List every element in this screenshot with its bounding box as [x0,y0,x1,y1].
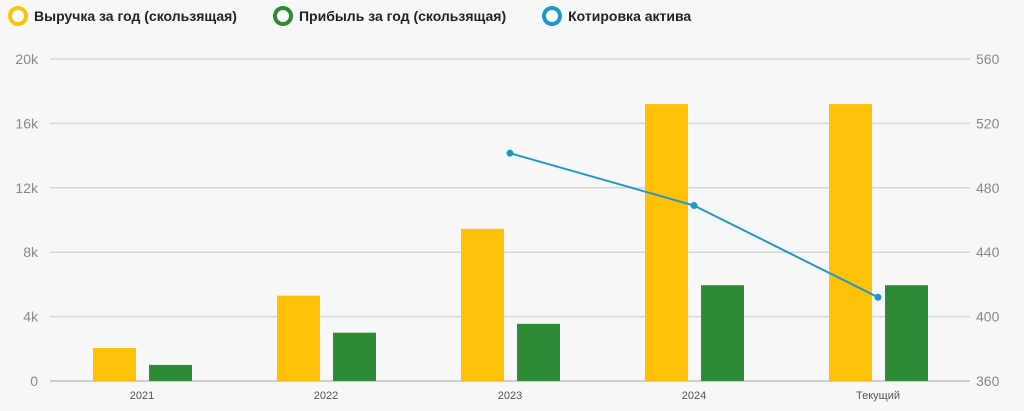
x-tick-label: 2021 [130,390,154,402]
left-tick-label: 16k [15,115,39,131]
x-tick-label: 2024 [682,390,706,402]
profit-bar [333,332,376,381]
legend-item-quote[interactable]: Котировка актива [542,6,691,26]
revenue-bar [645,104,688,381]
right-tick-label: 480 [976,180,1000,196]
revenue-bar [277,295,320,381]
left-tick-label: 20k [15,51,39,67]
left-tick-label: 4k [23,309,39,325]
left-tick-label: 8k [23,244,39,260]
profit-marker-icon [272,6,293,26]
legend-label: Выручка за год (скользящая) [34,8,237,24]
x-tick-label: Текущий [856,390,900,402]
profit-bar [517,323,560,381]
quote-point [690,202,698,210]
revenue-bar [829,104,872,381]
legend-item-revenue[interactable]: Выручка за год (скользящая) [8,6,237,26]
quote-marker-icon [542,6,563,26]
revenue-bar [461,228,504,381]
legend-label: Котировка актива [568,8,692,24]
right-tick-label: 560 [976,51,1000,67]
x-tick-label: 2022 [314,390,338,402]
legend-label: Прибыль за год (скользящая) [298,8,507,24]
right-tick-label: 400 [976,309,1000,325]
right-tick-label: 360 [976,373,1000,389]
x-tick-label: 2023 [498,390,522,402]
profit-bar [701,285,744,381]
revenue-marker-icon [8,6,28,26]
profit-bar [149,364,192,381]
legend-item-profit[interactable]: Прибыль за год (скользящая) [272,6,507,26]
legend: Выручка за год (скользящая) Прибыль за г… [8,6,727,26]
revenue-bar [93,347,136,381]
quote-line [509,152,879,299]
left-tick-label: 0 [30,373,38,389]
left-tick-label: 12k [15,180,39,196]
profit-bar [885,285,928,381]
right-tick-label: 520 [976,115,1000,131]
right-tick-label: 440 [976,244,1000,260]
quote-point [874,293,882,301]
quote-point [506,149,514,157]
